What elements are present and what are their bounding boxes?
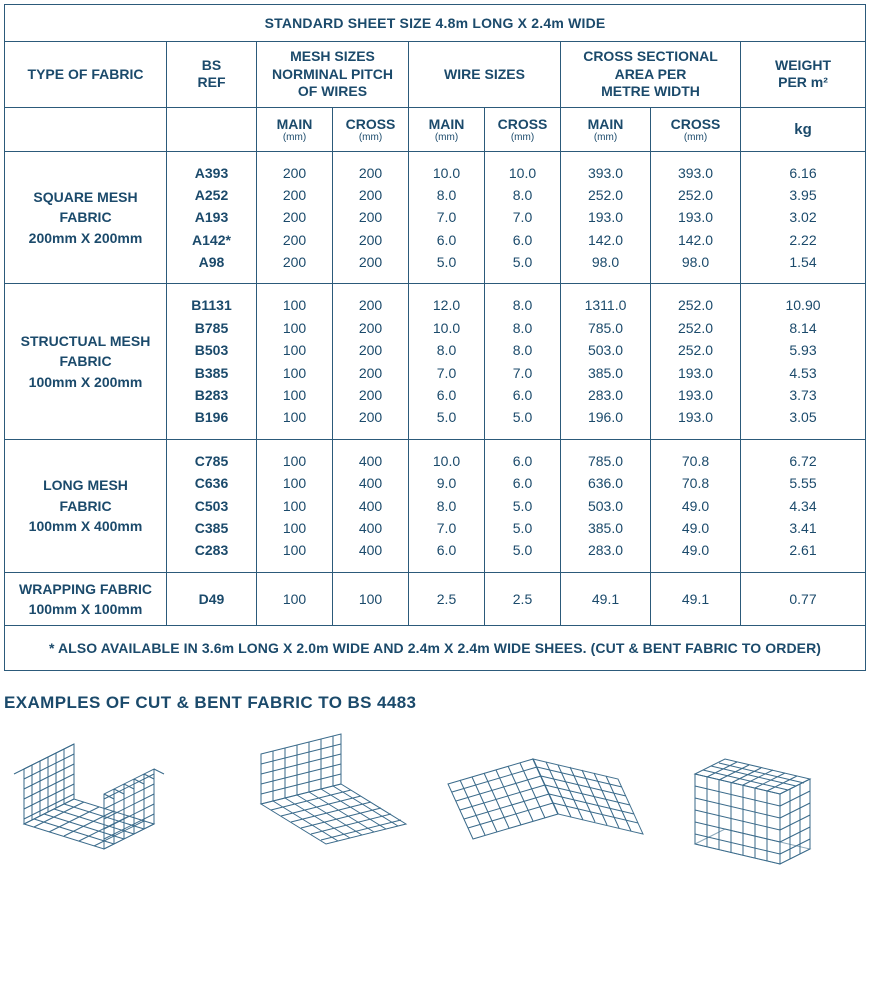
channel-mesh-illus: [665, 729, 865, 879]
data-cell: 49.1: [561, 572, 651, 626]
data-cell: 393.0252.0193.0142.098.0: [561, 151, 651, 284]
data-cell: 785.0636.0503.0385.0283.0: [561, 439, 651, 572]
l-bent-mesh-illus: [221, 729, 421, 879]
data-cell: 393.0252.0193.0142.098.0: [651, 151, 741, 284]
data-cell: 70.870.849.049.049.0: [651, 439, 741, 572]
data-cell: 2.5: [485, 572, 561, 626]
ref-cell: A393A252A193A142*A98: [167, 151, 257, 284]
data-cell: 100100100100100: [257, 439, 333, 572]
hdr-csa: CROSS SECTIONALAREA PERMETRE WIDTH: [561, 42, 741, 108]
data-cell: 200200200200200: [257, 151, 333, 284]
ref-cell: D49: [167, 572, 257, 626]
data-cell: 10.08.07.06.05.0: [485, 151, 561, 284]
data-cell: 12.010.08.07.06.05.0: [409, 284, 485, 439]
hdr-main: MAIN(mm): [257, 107, 333, 151]
hdr-blank-type: [5, 107, 167, 151]
data-cell: 8.08.08.07.06.05.0: [485, 284, 561, 439]
examples-heading: EXAMPLES OF CUT & BENT FABRIC TO BS 4483: [4, 693, 865, 713]
ref-cell: C785C636C503C385C283: [167, 439, 257, 572]
hdr-kg: kg: [741, 107, 866, 151]
type-cell: SQUARE MESHFABRIC200mm X 200mm: [5, 151, 167, 284]
data-cell: 49.1: [651, 572, 741, 626]
v-bent-mesh-illus: [438, 729, 648, 879]
data-cell: 200200200200200200: [333, 284, 409, 439]
data-cell: 6.163.953.022.221.54: [741, 151, 866, 284]
data-cell: 1311.0785.0503.0385.0283.0196.0: [561, 284, 651, 439]
fabric-spec-table: STANDARD SHEET SIZE 4.8m LONG X 2.4m WID…: [4, 4, 866, 671]
data-cell: 0.77: [741, 572, 866, 626]
table-footnote: * ALSO AVAILABLE IN 3.6m LONG X 2.0m WID…: [5, 626, 866, 671]
data-cell: 100100100100100100: [257, 284, 333, 439]
hdr-cross: CROSS(mm): [651, 107, 741, 151]
type-cell: STRUCTUAL MESHFABRIC100mm X 200mm: [5, 284, 167, 439]
hdr-cross: CROSS(mm): [485, 107, 561, 151]
data-cell: 10.09.08.07.06.0: [409, 439, 485, 572]
ref-cell: B1131B785B503B385B283B196: [167, 284, 257, 439]
data-cell: 100: [257, 572, 333, 626]
data-cell: 10.908.145.934.533.733.05: [741, 284, 866, 439]
data-cell: 2.5: [409, 572, 485, 626]
data-cell: 252.0252.0252.0193.0193.0193.0: [651, 284, 741, 439]
hdr-bsref: BSREF: [167, 42, 257, 108]
hdr-cross: CROSS(mm): [333, 107, 409, 151]
illustrations-row: [4, 721, 865, 883]
type-cell: WRAPPING FABRIC100mm X 100mm: [5, 572, 167, 626]
hdr-type: TYPE OF FABRIC: [5, 42, 167, 108]
hdr-blank-ref: [167, 107, 257, 151]
type-cell: LONG MESHFABRIC100mm X 400mm: [5, 439, 167, 572]
hdr-mesh: MESH SIZESNORMINAL PITCHOF WIRES: [257, 42, 409, 108]
hdr-weight: WEIGHTPER m²: [741, 42, 866, 108]
hdr-wire: WIRE SIZES: [409, 42, 561, 108]
data-cell: 6.06.05.05.05.0: [485, 439, 561, 572]
hdr-main: MAIN(mm): [561, 107, 651, 151]
hdr-main: MAIN(mm): [409, 107, 485, 151]
data-cell: 400400400400400: [333, 439, 409, 572]
data-cell: 10.08.07.06.05.0: [409, 151, 485, 284]
u-bent-mesh-illus: [4, 729, 204, 879]
data-cell: 6.725.554.343.412.61: [741, 439, 866, 572]
data-cell: 200200200200200: [333, 151, 409, 284]
table-title: STANDARD SHEET SIZE 4.8m LONG X 2.4m WID…: [5, 5, 866, 42]
data-cell: 100: [333, 572, 409, 626]
